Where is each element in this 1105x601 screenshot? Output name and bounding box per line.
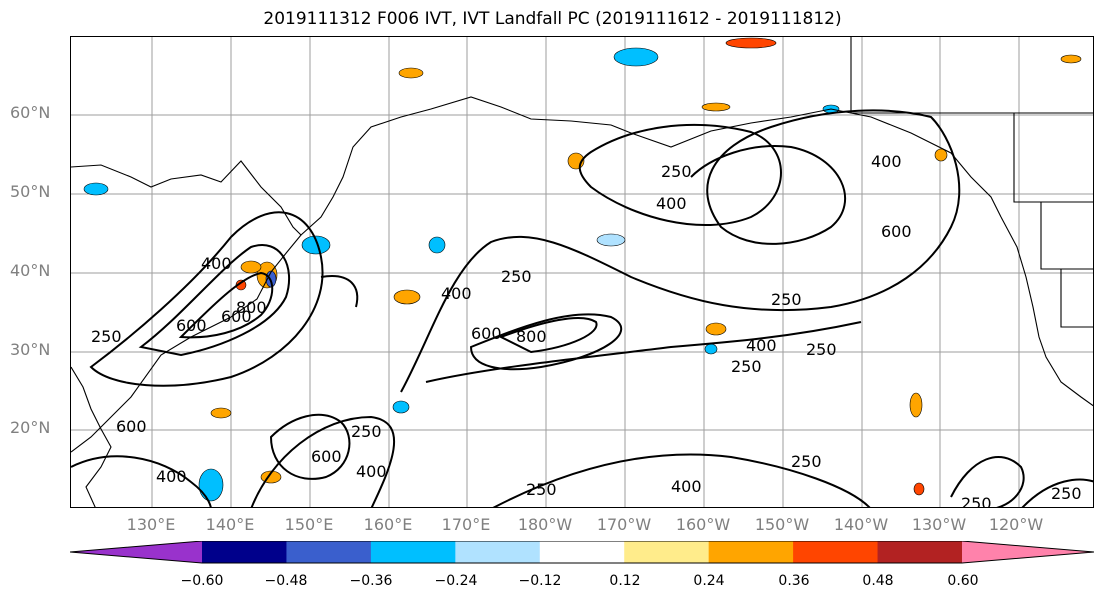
contour-label: 400: [201, 254, 232, 273]
lon-label: 130°W: [911, 515, 967, 534]
lon-label: 180°W: [517, 515, 573, 534]
contour-label: 600: [471, 324, 502, 343]
contour-label: 600: [311, 447, 342, 466]
colorbar-tick: 0.60: [947, 573, 979, 589]
colorbar-segment: [708, 541, 794, 563]
lon-label: 130°E: [126, 515, 176, 534]
contour-label: 600: [116, 417, 147, 436]
contour-label: 600: [221, 307, 252, 326]
lon-label: 150°W: [754, 515, 810, 534]
colorbar-tick: 0.48: [862, 573, 894, 589]
contour-label: 250: [731, 357, 762, 376]
contour-label: 800: [516, 327, 547, 346]
colorbar-segment: [539, 541, 625, 563]
colorbar-segment: [793, 541, 879, 563]
colorbar: [70, 541, 1094, 564]
lon-label: 140°W: [833, 515, 889, 534]
colorbar-tick: 0.36: [778, 573, 810, 589]
colorbar-outline: [70, 541, 1094, 564]
contour-label: 250: [791, 452, 822, 471]
contour-label: 250: [501, 267, 532, 286]
contour-label: 250: [351, 422, 382, 441]
colorbar-segment: [962, 541, 1094, 563]
contour-label: 400: [356, 462, 387, 481]
contour-label: 250: [91, 327, 122, 346]
contour-label: 250: [1051, 484, 1082, 503]
contour-label: 250: [661, 162, 692, 181]
lat-label: 60°N: [10, 103, 51, 122]
lat-label: 20°N: [10, 418, 51, 437]
colorbar-tick: −0.24: [434, 573, 478, 589]
colorbar-tick: 0.24: [693, 573, 725, 589]
contour-label: 250: [806, 340, 837, 359]
colorbar-segment: [286, 541, 372, 563]
lon-label: 150°E: [284, 515, 334, 534]
contour-label: 400: [656, 194, 687, 213]
lat-label: 40°N: [10, 261, 51, 280]
lon-label: 160°E: [363, 515, 413, 534]
map-panel: 250 400 600 800 250 400 600 800 250 400 …: [70, 36, 1094, 508]
colorbar-segment: [624, 541, 710, 563]
contour-label: 400: [156, 467, 187, 486]
map-svg: 250 400 600 800 250 400 600 800 250 400 …: [71, 37, 1093, 508]
contour-label: 800: [236, 298, 267, 317]
lon-label: 160°W: [675, 515, 731, 534]
lat-label: 30°N: [10, 340, 51, 359]
lon-label: 120°W: [988, 515, 1044, 534]
colorbar-segment: [202, 541, 287, 563]
lon-label: 170°W: [596, 515, 652, 534]
ivt-contours: [71, 109, 1093, 507]
contour-label: 400: [671, 477, 702, 496]
colorbar-tick: −0.36: [349, 573, 393, 589]
contour-label: 250: [771, 290, 802, 309]
contour-label: 400: [871, 152, 902, 171]
contour-label: 250: [961, 494, 992, 508]
map-title: 2019111312 F006 IVT, IVT Landfall PC (20…: [263, 9, 842, 29]
colorbar-segment: [455, 541, 541, 563]
colorbar-segment: [370, 541, 456, 563]
contour-label: 600: [176, 316, 207, 335]
contour-label: 600: [881, 222, 912, 241]
contour-label: 400: [441, 284, 472, 303]
colorbar-segments: [70, 541, 1094, 564]
contour-label: 400: [746, 336, 777, 355]
lat-label: 50°N: [10, 182, 51, 201]
colorbar-tick: −0.60: [180, 573, 224, 589]
contour-label: 250: [526, 480, 557, 499]
colorbar-tick: −0.48: [264, 573, 308, 589]
colorbar-tick: −0.12: [518, 573, 562, 589]
colorbar-segment: [70, 541, 202, 563]
colorbar-segment: [877, 541, 963, 563]
coastlines: [71, 37, 1093, 507]
lon-label: 170°E: [441, 515, 491, 534]
colorbar-tick: 0.12: [609, 573, 641, 589]
ivt-shading: [83, 37, 1082, 502]
lon-label: 140°E: [205, 515, 255, 534]
contour-labels: 250 400 600 800 250 400 600 800 250 400 …: [91, 152, 1082, 508]
